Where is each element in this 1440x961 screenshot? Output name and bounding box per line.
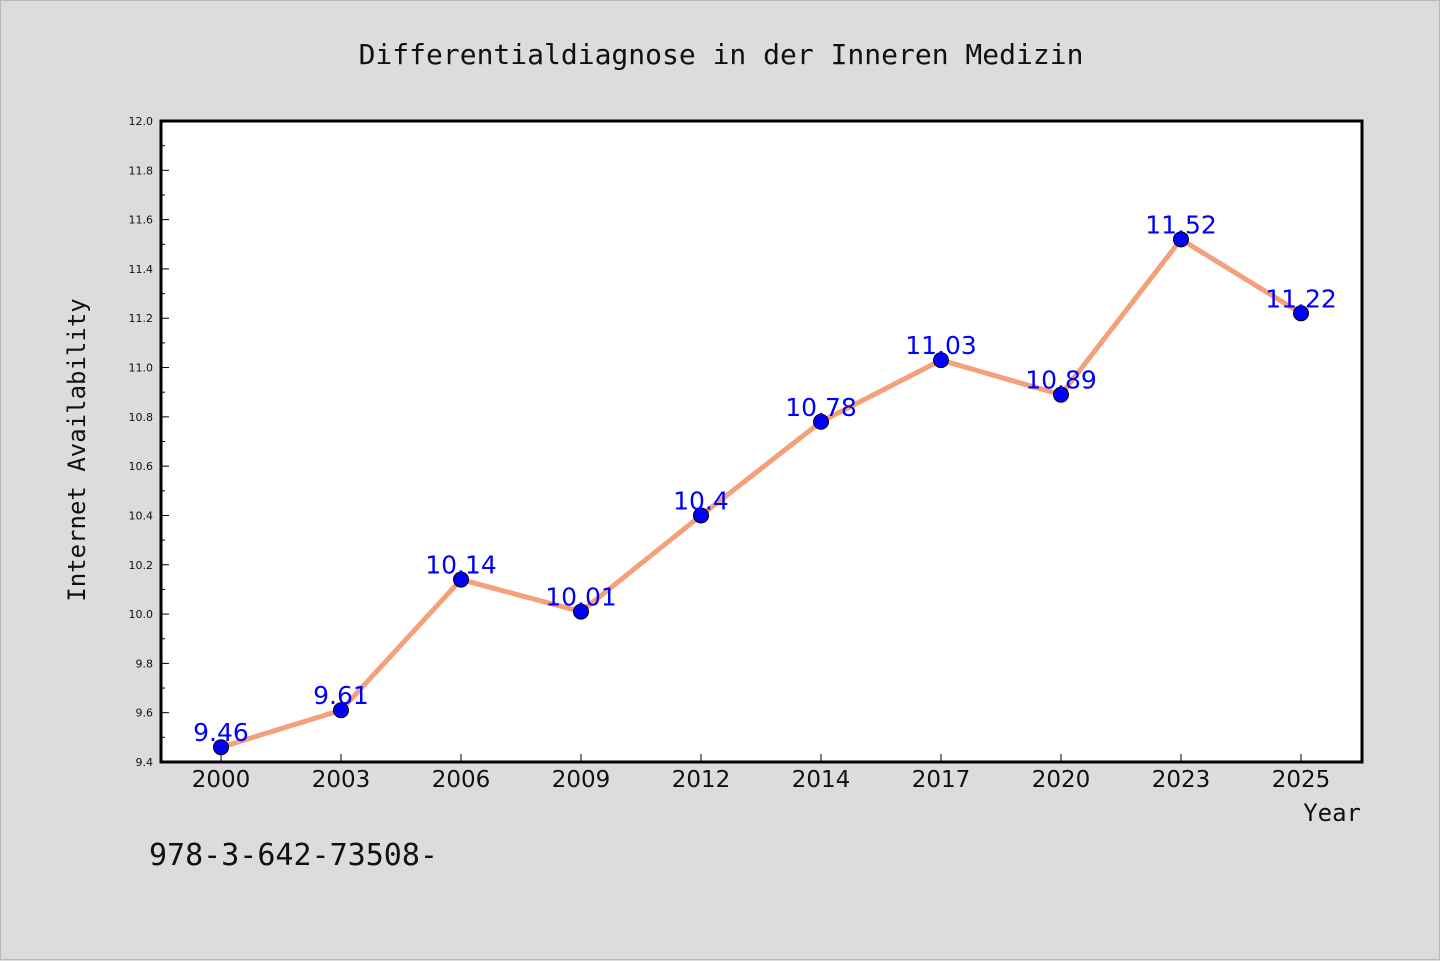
chart-title: Differentialdiagnose in der Inneren Medi…	[359, 38, 1084, 71]
x-tick-label: 2000	[192, 767, 251, 793]
data-label: 11.52	[1145, 210, 1217, 239]
y-tick-label: 9.8	[136, 657, 154, 670]
isbn-text: 978-3-642-73508-	[149, 838, 438, 873]
x-tick-label: 2009	[552, 767, 611, 793]
data-point	[213, 739, 229, 756]
x-axis-label: Year	[1303, 799, 1361, 827]
data-point	[813, 413, 829, 430]
x-tick-label: 2003	[312, 767, 371, 793]
plot-area	[161, 121, 1362, 762]
y-tick-label: 10.6	[129, 460, 154, 473]
y-tick-label: 11.2	[129, 312, 154, 325]
data-labels: 9.46 9.61 10.14 10.01 10.4 10.78 11.03 10.89 11.…	[193, 210, 1337, 747]
y-axis: 9.4 9.6 9.8 10.0 10.2 10.4 10.6 10.8 11.0 11.2 11.…	[129, 115, 169, 769]
x-tick-label: 2023	[1152, 767, 1211, 793]
y-tick-label: 10.2	[129, 559, 154, 572]
data-label: 10.89	[1025, 366, 1097, 395]
data-label: 11.22	[1265, 284, 1337, 313]
x-tick-label: 2012	[672, 767, 731, 793]
data-point	[1293, 305, 1309, 322]
data-point	[333, 702, 349, 719]
data-point	[693, 507, 709, 524]
data-label: 9.61	[313, 681, 369, 710]
y-tick-label: 11.6	[129, 214, 154, 227]
data-point	[573, 603, 589, 620]
data-point	[933, 352, 949, 369]
series-line	[218, 236, 1304, 750]
plot-border	[159, 119, 1364, 764]
data-label: 10.14	[425, 551, 497, 580]
x-tick-label: 2014	[792, 767, 851, 793]
data-point	[1173, 231, 1189, 248]
data-label: 11.03	[905, 331, 977, 360]
data-point	[1053, 386, 1069, 403]
data-label: 10.78	[785, 393, 857, 422]
y-tick-label: 11.0	[129, 362, 154, 375]
x-tick-label: 2006	[432, 767, 491, 793]
data-label: 10.4	[673, 486, 729, 515]
y-tick-label: 10.4	[129, 509, 154, 522]
y-tick-label: 9.4	[136, 756, 154, 769]
x-tick-label: 2020	[1032, 767, 1091, 793]
data-point	[453, 571, 469, 588]
series-layer	[213, 231, 1309, 756]
data-label: 10.01	[545, 583, 617, 612]
x-tick-label: 2017	[912, 767, 971, 793]
y-tick-label: 10.8	[129, 411, 154, 424]
y-tick-label: 11.4	[129, 263, 154, 276]
y-tick-label: 10.0	[129, 608, 154, 621]
x-axis: 2000 2003 2006 2009 2012 2014 2017 2020 2023 2025	[192, 754, 1331, 793]
y-tick-label: 9.6	[136, 707, 154, 720]
data-label: 9.46	[193, 718, 249, 747]
y-axis-label: Internet Availability	[63, 298, 91, 601]
y-tick-label: 11.8	[129, 164, 154, 177]
x-tick-label: 2025	[1272, 767, 1331, 793]
y-tick-label: 12.0	[129, 115, 154, 128]
